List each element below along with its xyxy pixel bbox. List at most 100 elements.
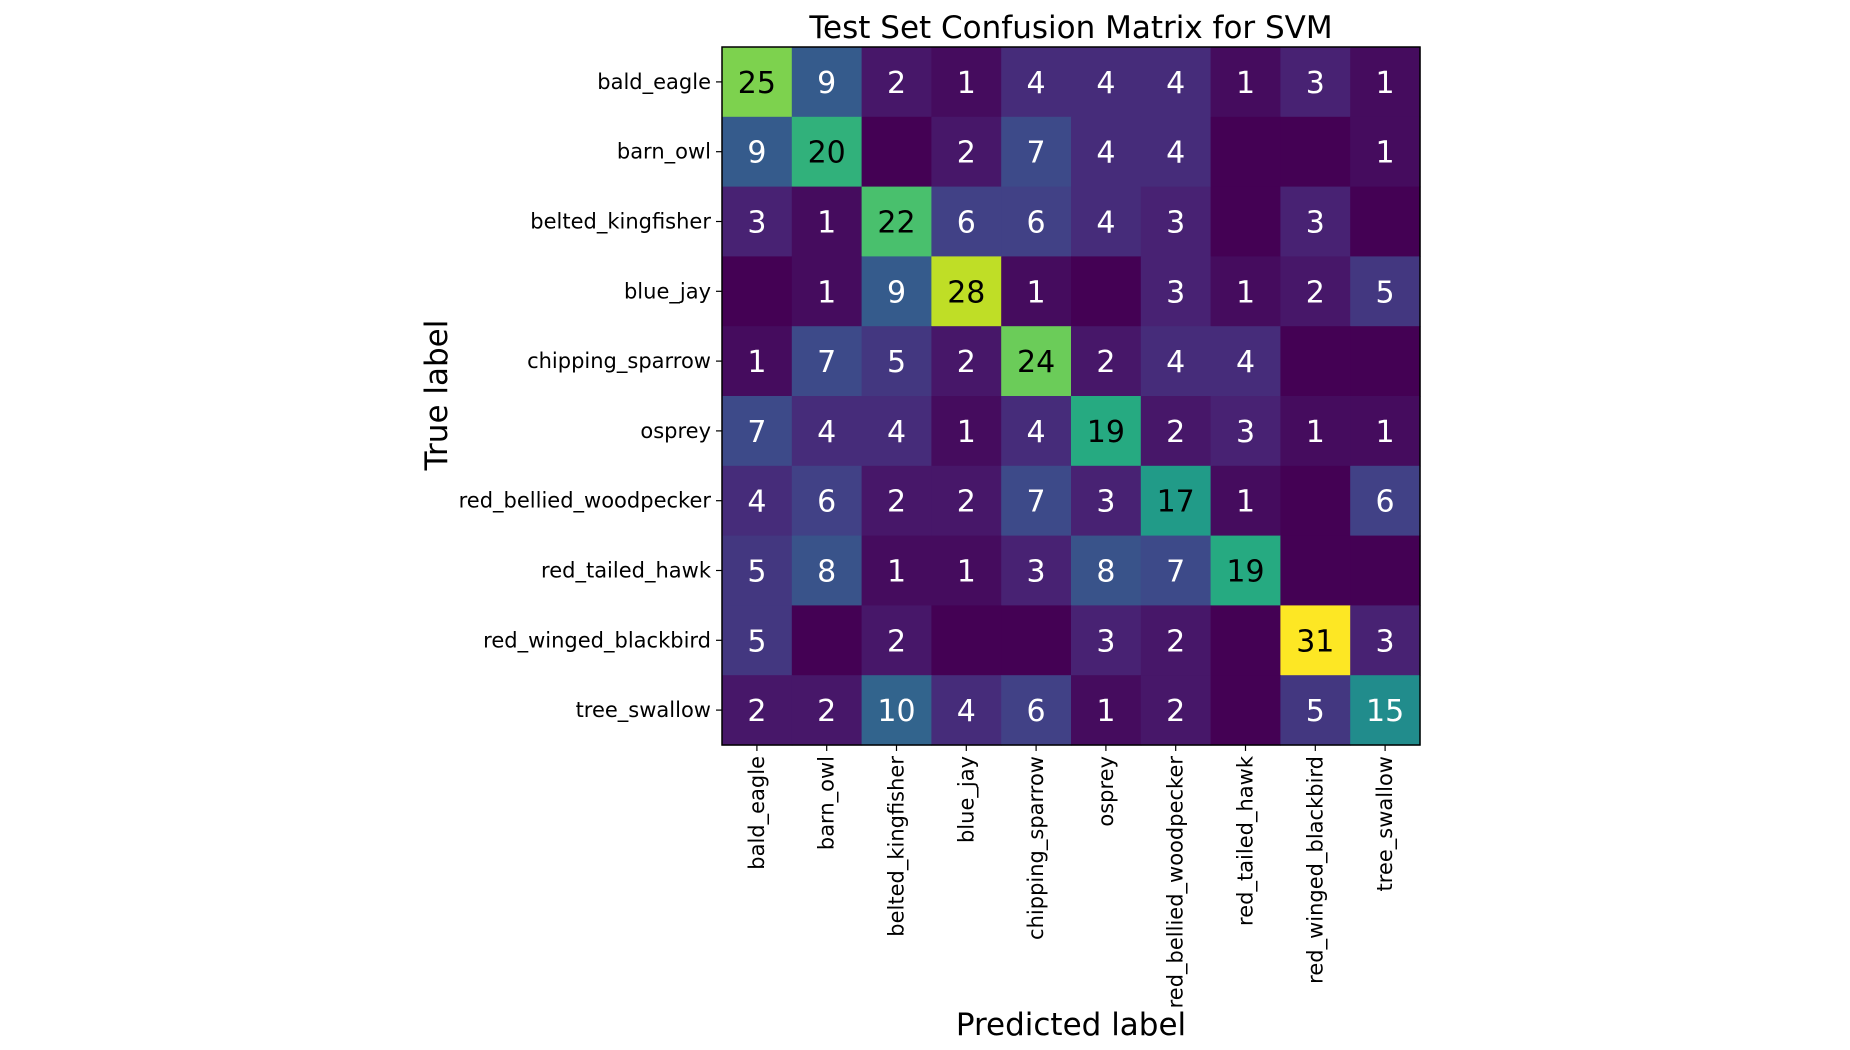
cell-value-label: 3 <box>1236 415 1255 450</box>
cell-value-label: 2 <box>1306 275 1325 310</box>
cell-value-label: 9 <box>747 136 766 171</box>
y-tick-label: chipping_sparrow <box>527 349 711 374</box>
heatmap-cell <box>1210 675 1281 746</box>
heatmap-cell <box>861 116 932 188</box>
heatmap-cell <box>1280 535 1351 606</box>
heatmap-cell <box>1071 535 1142 606</box>
heatmap-cell <box>791 47 863 118</box>
cell-value-label: 2 <box>887 485 906 520</box>
cell-value-label: 3 <box>1376 624 1395 659</box>
cell-value-label: 1 <box>1236 66 1255 101</box>
heatmap-cell <box>1280 47 1351 118</box>
heatmap-cell <box>791 326 863 397</box>
heatmap-cell <box>1350 535 1421 606</box>
cell-value-label: 19 <box>1087 415 1125 450</box>
heatmap-cell <box>1210 116 1281 188</box>
cell-value-label: 4 <box>1027 415 1046 450</box>
cell-value-label: 3 <box>1096 624 1115 659</box>
x-tick-label: chipping_sparrow <box>1024 756 1049 940</box>
cell-value-label: 1 <box>887 555 906 590</box>
heatmap-cell <box>791 396 863 467</box>
heatmap-cell <box>861 396 932 467</box>
heatmap-cell <box>931 186 1002 257</box>
cell-value-label: 8 <box>817 555 836 590</box>
cell-value-label: 1 <box>1376 66 1395 101</box>
y-tick-label: blue_jay <box>624 279 711 304</box>
cell-value-label: 1 <box>1096 694 1115 729</box>
heatmap-cell <box>791 675 863 746</box>
x-tick-label: red_bellied_woodpecker <box>1164 756 1189 1009</box>
heatmap-cell <box>861 465 932 537</box>
heatmap-cell <box>791 186 863 257</box>
cell-value-label: 4 <box>1096 66 1115 101</box>
heatmap-cell <box>1071 186 1142 257</box>
cell-value-label: 8 <box>1096 555 1115 590</box>
heatmap-cell <box>722 186 793 257</box>
heatmap-cell <box>1140 396 1212 467</box>
cell-value-label: 2 <box>887 624 906 659</box>
heatmap-cell <box>1280 675 1351 746</box>
cell-value-label: 20 <box>808 136 846 171</box>
heatmap-cell <box>722 116 793 188</box>
heatmap-cell <box>1210 535 1281 606</box>
heatmap-cell <box>1280 256 1351 327</box>
heatmap-cell <box>1001 675 1072 746</box>
y-tick-label: red_tailed_hawk <box>541 559 712 584</box>
cell-value-label: 5 <box>1306 694 1325 729</box>
x-tick-label: tree_swallow <box>1373 756 1398 891</box>
heatmap-cell <box>722 605 793 676</box>
cell-value-label: 1 <box>817 206 836 241</box>
heatmap-cell <box>1280 326 1351 397</box>
cell-value-label: 1 <box>1027 275 1046 310</box>
cell-value-label: 2 <box>957 345 976 380</box>
heatmap-cell <box>1140 186 1212 257</box>
cell-value-label: 4 <box>1166 66 1185 101</box>
heatmap-cell <box>791 535 863 606</box>
cell-value-label: 2 <box>957 485 976 520</box>
heatmap-cell <box>931 465 1002 537</box>
x-axis-ticks: bald_eagle barn_owl belted_kingfisher blue_… <box>745 745 1398 1008</box>
cell-value-label: 3 <box>1027 555 1046 590</box>
cell-value-label: 1 <box>1236 485 1255 520</box>
y-tick-label: osprey <box>640 419 711 443</box>
cell-value-label: 2 <box>747 694 766 729</box>
heatmap-cell <box>1071 256 1142 327</box>
cell-value-label: 17 <box>1157 485 1195 520</box>
cell-value-label: 3 <box>1306 206 1325 241</box>
heatmap-cell <box>1350 396 1421 467</box>
heatmap-cell <box>722 535 793 606</box>
heatmap-cell <box>1210 256 1281 327</box>
heatmap-cell <box>1280 465 1351 537</box>
heatmap-cell <box>1001 535 1072 606</box>
heatmap-cell <box>1210 396 1281 467</box>
x-tick-label: bald_eagle <box>745 756 770 870</box>
heatmap-cell <box>1071 396 1142 467</box>
cell-value-label: 7 <box>1027 485 1046 520</box>
cell-value-label: 3 <box>747 206 766 241</box>
heatmap-cell <box>791 605 863 676</box>
cell-value-label: 4 <box>1027 66 1046 101</box>
heatmap-cell <box>931 256 1002 327</box>
heatmap-cell <box>1210 465 1281 537</box>
cell-value-label: 2 <box>1166 415 1185 450</box>
cell-value-label: 4 <box>1096 206 1115 241</box>
cell-value-label: 5 <box>887 345 906 380</box>
cell-value-labels: 25 9 2 1 4 4 4 1 3 19 20 2 7 4 4 13 1 22 6 6 4 3 31 9 28 1 3 1 2 51 7 5… <box>738 66 1404 729</box>
cell-value-label: 3 <box>1166 275 1185 310</box>
heatmap-cell <box>1001 396 1072 467</box>
cell-value-label: 1 <box>957 555 976 590</box>
heatmap-cell <box>722 256 793 327</box>
cell-value-label: 1 <box>1306 415 1325 450</box>
heatmap-cell <box>722 396 793 467</box>
cell-value-label: 6 <box>1027 206 1046 241</box>
heatmap-cells <box>722 47 1421 746</box>
cell-value-label: 1 <box>1376 136 1395 171</box>
heatmap-cell <box>1210 326 1281 397</box>
heatmap-cell <box>861 326 932 397</box>
cell-value-label: 4 <box>887 415 906 450</box>
heatmap-cell <box>1350 116 1421 188</box>
heatmap-cell <box>1210 186 1281 257</box>
heatmap-cell <box>1001 326 1072 397</box>
heatmap-cell <box>931 326 1002 397</box>
